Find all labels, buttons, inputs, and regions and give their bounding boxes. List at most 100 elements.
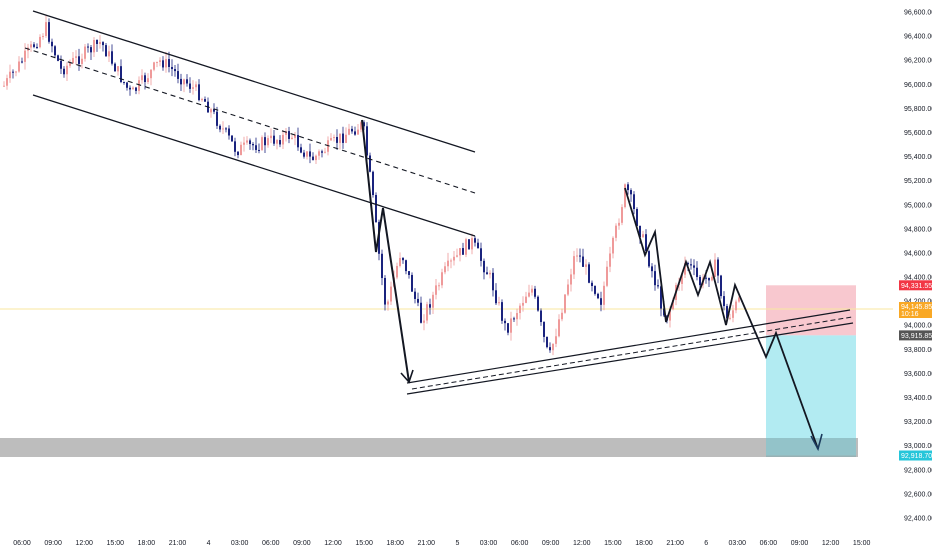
candle-body bbox=[633, 194, 635, 209]
candle-body bbox=[510, 318, 512, 333]
candle-body bbox=[624, 184, 626, 208]
candle-body bbox=[528, 292, 530, 297]
candle-body bbox=[243, 142, 245, 145]
support-mid-line bbox=[411, 316, 853, 390]
candle-body bbox=[612, 237, 614, 254]
candle-body bbox=[576, 255, 578, 257]
candle-body bbox=[432, 294, 434, 308]
x-tick-label: 06:00 bbox=[760, 540, 778, 547]
countdown-label: 10:16 bbox=[901, 311, 919, 318]
stop-price-tag: 94,331.55 bbox=[901, 283, 932, 290]
x-tick-label: 09:00 bbox=[293, 540, 311, 547]
candle-body bbox=[462, 248, 464, 255]
candle-body bbox=[222, 128, 224, 130]
candle-body bbox=[75, 56, 77, 58]
candle-body bbox=[726, 306, 728, 319]
candle-body bbox=[585, 264, 587, 267]
candle-body bbox=[252, 144, 254, 146]
candle-body bbox=[255, 145, 257, 150]
channel-lower-line bbox=[32, 94, 476, 237]
candle-body bbox=[96, 39, 98, 44]
candle-body bbox=[54, 46, 56, 56]
candle-body bbox=[282, 134, 284, 145]
candle-body bbox=[42, 35, 44, 37]
candle-body bbox=[120, 66, 122, 82]
candle-body bbox=[738, 297, 740, 302]
y-tick-label: 93,400.00 bbox=[904, 395, 932, 402]
candle-body bbox=[651, 266, 653, 272]
candle-body bbox=[111, 51, 113, 64]
x-tick-label: 6 bbox=[704, 540, 708, 547]
candle-body bbox=[438, 285, 440, 287]
candle-body bbox=[720, 275, 722, 297]
candle-body bbox=[360, 122, 362, 130]
candle-body bbox=[267, 138, 269, 146]
candle-body bbox=[582, 256, 584, 267]
candle-body bbox=[699, 276, 701, 286]
candle-body bbox=[312, 156, 314, 161]
x-tick-label: 06:00 bbox=[511, 540, 529, 547]
candle-body bbox=[351, 128, 353, 132]
candle-body bbox=[537, 296, 539, 311]
y-tick-label: 96,600.00 bbox=[904, 10, 932, 17]
candle-body bbox=[234, 141, 236, 152]
candle-body bbox=[492, 272, 494, 291]
candle-body bbox=[453, 256, 455, 261]
y-tick-label: 96,400.00 bbox=[904, 34, 932, 41]
candle-body bbox=[144, 75, 146, 83]
candle-body bbox=[105, 45, 107, 57]
candle-body bbox=[519, 305, 521, 314]
candle-body bbox=[210, 109, 212, 113]
candle-body bbox=[486, 272, 488, 275]
candle-body bbox=[93, 39, 95, 53]
x-tick-label: 06:00 bbox=[13, 540, 31, 547]
y-tick-label: 95,000.00 bbox=[904, 202, 932, 209]
candle-body bbox=[522, 302, 524, 306]
candle-body bbox=[57, 55, 59, 61]
candle-body bbox=[291, 137, 293, 139]
candle-body bbox=[525, 296, 527, 303]
candles-layer bbox=[3, 14, 740, 356]
candle-body bbox=[18, 61, 20, 72]
candle-body bbox=[66, 65, 68, 75]
candle-body bbox=[657, 285, 659, 287]
x-tick-label: 4 bbox=[207, 540, 211, 547]
candle-body bbox=[648, 251, 650, 267]
stop-loss-zone bbox=[766, 285, 856, 336]
candle-body bbox=[279, 140, 281, 145]
candle-body bbox=[147, 78, 149, 83]
candle-body bbox=[330, 138, 332, 141]
candle-body bbox=[696, 267, 698, 277]
y-tick-label: 93,000.00 bbox=[904, 443, 932, 450]
candle-body bbox=[138, 80, 140, 91]
candle-body bbox=[297, 134, 299, 148]
candle-body bbox=[687, 263, 689, 265]
candle-body bbox=[546, 336, 548, 348]
candle-body bbox=[84, 46, 86, 59]
candle-body bbox=[405, 260, 407, 272]
candle-body bbox=[543, 322, 545, 337]
current-price-tag: 94,145.85 bbox=[901, 304, 932, 311]
candle-body bbox=[588, 264, 590, 283]
x-tick-label: 18:00 bbox=[138, 540, 156, 547]
candle-body bbox=[309, 151, 311, 157]
candle-body bbox=[603, 285, 605, 305]
candle-body bbox=[270, 135, 272, 139]
candle-body bbox=[24, 50, 26, 62]
candle-body bbox=[402, 257, 404, 261]
candle-body bbox=[591, 282, 593, 287]
candle-body bbox=[15, 71, 17, 73]
zones-layer bbox=[0, 285, 893, 457]
candle-body bbox=[132, 87, 134, 90]
candle-body bbox=[153, 62, 155, 70]
y-tick-label: 94,800.00 bbox=[904, 226, 932, 233]
x-tick-label: 18:00 bbox=[386, 540, 404, 547]
candle-body bbox=[414, 291, 416, 299]
candle-body bbox=[513, 318, 515, 320]
candle-body bbox=[504, 320, 506, 324]
candle-body bbox=[45, 22, 47, 36]
candle-body bbox=[618, 222, 620, 226]
candle-body bbox=[552, 343, 554, 351]
